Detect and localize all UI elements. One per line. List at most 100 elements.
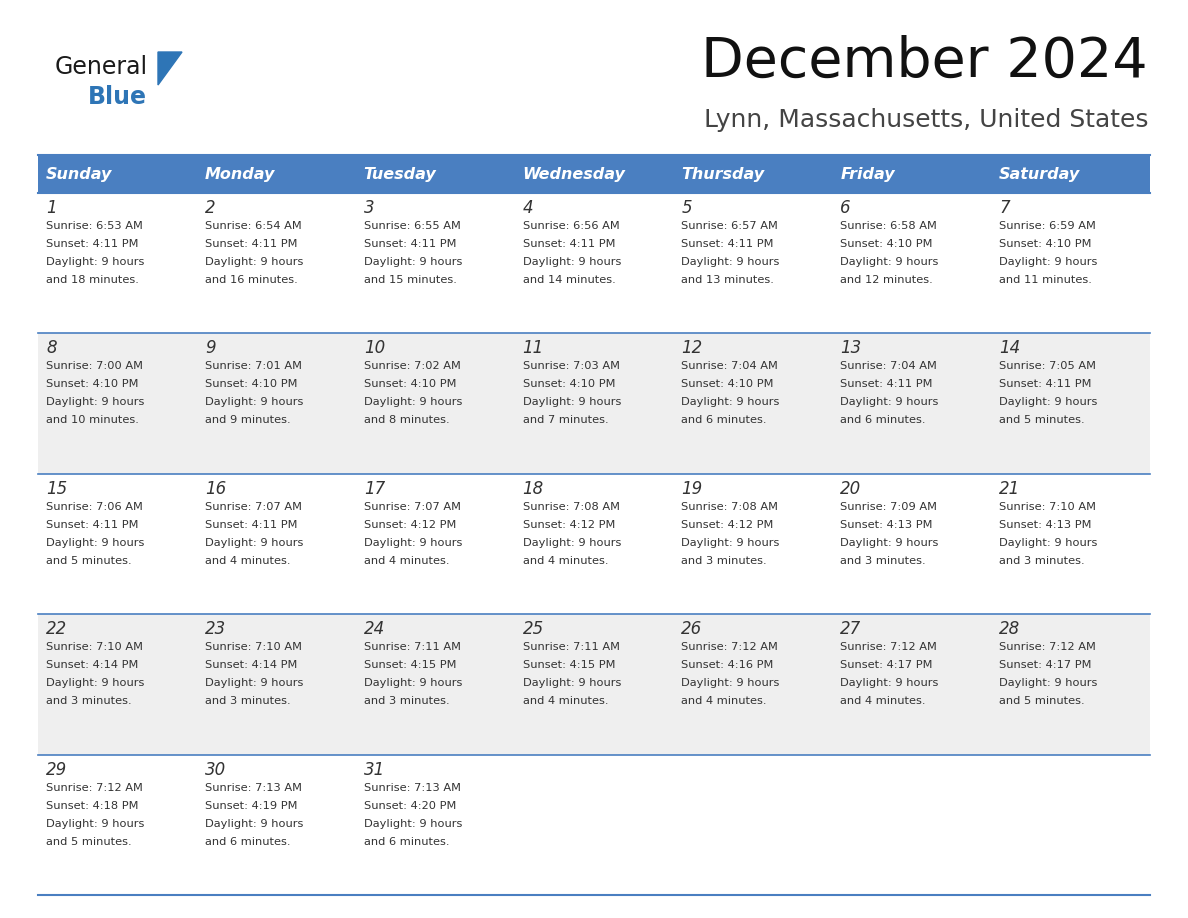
Text: Sunrise: 7:07 AM: Sunrise: 7:07 AM	[364, 502, 461, 512]
Text: Daylight: 9 hours: Daylight: 9 hours	[46, 257, 145, 267]
Text: Sunset: 4:10 PM: Sunset: 4:10 PM	[46, 379, 139, 389]
Text: Sunrise: 6:53 AM: Sunrise: 6:53 AM	[46, 221, 143, 231]
Text: Sunrise: 7:00 AM: Sunrise: 7:00 AM	[46, 362, 143, 372]
Bar	[514, 155, 674, 193]
Text: 4: 4	[523, 199, 533, 217]
Text: and 4 minutes.: and 4 minutes.	[204, 555, 290, 565]
Text: Sunrise: 7:01 AM: Sunrise: 7:01 AM	[204, 362, 302, 372]
Text: Daylight: 9 hours: Daylight: 9 hours	[999, 257, 1098, 267]
Text: and 8 minutes.: and 8 minutes.	[364, 416, 449, 425]
Text: 16: 16	[204, 480, 226, 498]
Text: Daylight: 9 hours: Daylight: 9 hours	[46, 397, 145, 408]
Text: and 6 minutes.: and 6 minutes.	[364, 836, 449, 846]
Text: Sunset: 4:10 PM: Sunset: 4:10 PM	[364, 379, 456, 389]
Text: Sunrise: 6:59 AM: Sunrise: 6:59 AM	[999, 221, 1097, 231]
Text: Sunset: 4:11 PM: Sunset: 4:11 PM	[204, 520, 297, 530]
Text: 23: 23	[204, 621, 226, 638]
Text: Sunset: 4:10 PM: Sunset: 4:10 PM	[523, 379, 615, 389]
Text: Sunrise: 7:11 AM: Sunrise: 7:11 AM	[523, 643, 620, 652]
Text: Daylight: 9 hours: Daylight: 9 hours	[999, 678, 1098, 688]
Text: Sunrise: 6:54 AM: Sunrise: 6:54 AM	[204, 221, 302, 231]
Text: Sunset: 4:16 PM: Sunset: 4:16 PM	[682, 660, 773, 670]
Text: Daylight: 9 hours: Daylight: 9 hours	[840, 678, 939, 688]
Text: Sunset: 4:10 PM: Sunset: 4:10 PM	[999, 239, 1092, 249]
Text: and 4 minutes.: and 4 minutes.	[840, 696, 925, 706]
Text: Monday: Monday	[204, 166, 276, 182]
Text: Daylight: 9 hours: Daylight: 9 hours	[204, 678, 303, 688]
Text: and 13 minutes.: and 13 minutes.	[682, 275, 775, 285]
Text: Sunset: 4:17 PM: Sunset: 4:17 PM	[999, 660, 1092, 670]
Text: 18: 18	[523, 480, 544, 498]
Text: Daylight: 9 hours: Daylight: 9 hours	[840, 397, 939, 408]
Text: Sunrise: 7:12 AM: Sunrise: 7:12 AM	[840, 643, 937, 652]
Text: and 5 minutes.: and 5 minutes.	[46, 555, 132, 565]
Text: and 6 minutes.: and 6 minutes.	[840, 416, 925, 425]
Text: Sunset: 4:12 PM: Sunset: 4:12 PM	[364, 520, 456, 530]
Text: Friday: Friday	[840, 166, 895, 182]
Text: Sunset: 4:11 PM: Sunset: 4:11 PM	[999, 379, 1092, 389]
Text: December 2024: December 2024	[701, 35, 1148, 89]
Text: Sunset: 4:11 PM: Sunset: 4:11 PM	[364, 239, 456, 249]
Text: Daylight: 9 hours: Daylight: 9 hours	[682, 257, 779, 267]
Text: and 5 minutes.: and 5 minutes.	[999, 696, 1085, 706]
Text: Wednesday: Wednesday	[523, 166, 625, 182]
Text: 10: 10	[364, 340, 385, 357]
Text: and 3 minutes.: and 3 minutes.	[204, 696, 291, 706]
Text: 17: 17	[364, 480, 385, 498]
Text: Daylight: 9 hours: Daylight: 9 hours	[840, 538, 939, 548]
Text: and 6 minutes.: and 6 minutes.	[682, 416, 767, 425]
Text: Daylight: 9 hours: Daylight: 9 hours	[364, 538, 462, 548]
Text: Daylight: 9 hours: Daylight: 9 hours	[999, 397, 1098, 408]
Bar	[38, 193, 1150, 333]
Text: Sunrise: 7:09 AM: Sunrise: 7:09 AM	[840, 502, 937, 512]
Text: Sunrise: 6:58 AM: Sunrise: 6:58 AM	[840, 221, 937, 231]
Text: Sunrise: 7:05 AM: Sunrise: 7:05 AM	[999, 362, 1097, 372]
Text: 26: 26	[682, 621, 702, 638]
Text: and 4 minutes.: and 4 minutes.	[523, 555, 608, 565]
Text: 31: 31	[364, 761, 385, 778]
Text: 25: 25	[523, 621, 544, 638]
Text: 12: 12	[682, 340, 702, 357]
Text: Sunset: 4:11 PM: Sunset: 4:11 PM	[46, 239, 139, 249]
Text: Sunset: 4:10 PM: Sunset: 4:10 PM	[682, 379, 773, 389]
Text: Daylight: 9 hours: Daylight: 9 hours	[46, 538, 145, 548]
Text: 9: 9	[204, 340, 215, 357]
Text: 30: 30	[204, 761, 226, 778]
Text: Sunrise: 7:11 AM: Sunrise: 7:11 AM	[364, 643, 461, 652]
Text: Sunrise: 7:12 AM: Sunrise: 7:12 AM	[46, 783, 143, 792]
Text: Daylight: 9 hours: Daylight: 9 hours	[364, 257, 462, 267]
Text: Sunrise: 7:03 AM: Sunrise: 7:03 AM	[523, 362, 620, 372]
Text: Sunset: 4:14 PM: Sunset: 4:14 PM	[46, 660, 138, 670]
Text: 13: 13	[840, 340, 861, 357]
Text: and 18 minutes.: and 18 minutes.	[46, 275, 139, 285]
Bar	[197, 155, 355, 193]
Text: 3: 3	[364, 199, 374, 217]
Text: Saturday: Saturday	[999, 166, 1080, 182]
Text: Sunset: 4:18 PM: Sunset: 4:18 PM	[46, 800, 139, 811]
Text: Daylight: 9 hours: Daylight: 9 hours	[840, 257, 939, 267]
Text: and 3 minutes.: and 3 minutes.	[999, 555, 1085, 565]
Text: Sunrise: 7:02 AM: Sunrise: 7:02 AM	[364, 362, 461, 372]
Text: and 4 minutes.: and 4 minutes.	[682, 696, 767, 706]
Text: and 3 minutes.: and 3 minutes.	[364, 696, 449, 706]
Text: and 12 minutes.: and 12 minutes.	[840, 275, 933, 285]
Text: Daylight: 9 hours: Daylight: 9 hours	[523, 257, 621, 267]
Bar	[38, 333, 1150, 474]
Text: Sunrise: 7:12 AM: Sunrise: 7:12 AM	[999, 643, 1097, 652]
Text: Tuesday: Tuesday	[364, 166, 436, 182]
Text: Sunrise: 7:08 AM: Sunrise: 7:08 AM	[682, 502, 778, 512]
Text: Daylight: 9 hours: Daylight: 9 hours	[682, 397, 779, 408]
Bar	[674, 155, 833, 193]
Text: 5: 5	[682, 199, 693, 217]
Text: Sunrise: 7:12 AM: Sunrise: 7:12 AM	[682, 643, 778, 652]
Text: Sunrise: 7:10 AM: Sunrise: 7:10 AM	[46, 643, 143, 652]
Text: and 3 minutes.: and 3 minutes.	[46, 696, 132, 706]
Text: Blue: Blue	[88, 85, 147, 109]
Text: Sunset: 4:11 PM: Sunset: 4:11 PM	[682, 239, 773, 249]
Text: and 4 minutes.: and 4 minutes.	[523, 696, 608, 706]
Text: Sunset: 4:15 PM: Sunset: 4:15 PM	[523, 660, 615, 670]
Text: and 3 minutes.: and 3 minutes.	[840, 555, 925, 565]
Text: Sunset: 4:13 PM: Sunset: 4:13 PM	[840, 520, 933, 530]
Text: Sunrise: 7:10 AM: Sunrise: 7:10 AM	[204, 643, 302, 652]
Text: Sunset: 4:13 PM: Sunset: 4:13 PM	[999, 520, 1092, 530]
